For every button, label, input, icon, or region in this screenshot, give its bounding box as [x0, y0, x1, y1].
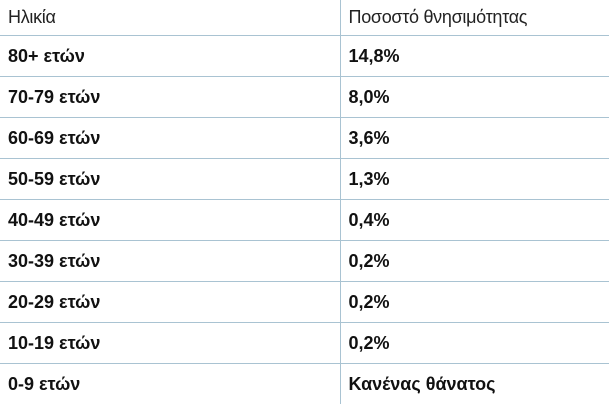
age-cell: 70-79 ετών: [0, 77, 340, 118]
age-cell: 20-29 ετών: [0, 282, 340, 323]
header-cell: Ηλικία: [0, 0, 340, 36]
age-cell: 50-59 ετών: [0, 159, 340, 200]
rate-cell: 0,4%: [340, 200, 609, 241]
rate-cell: Κανένας θάνατος: [340, 364, 609, 404]
rate-cell: 0,2%: [340, 323, 609, 364]
rate-cell: 0,2%: [340, 282, 609, 323]
rate-cell: 14,8%: [340, 36, 609, 77]
age-cell: 10-19 ετών: [0, 323, 340, 364]
rate-cell: 1,3%: [340, 159, 609, 200]
rate-cell: 8,0%: [340, 77, 609, 118]
age-cell: 60-69 ετών: [0, 118, 340, 159]
rate-cell: 3,6%: [340, 118, 609, 159]
age-cell: 40-49 ετών: [0, 200, 340, 241]
age-cell: 0-9 ετών: [0, 364, 340, 404]
age-cell: 80+ ετών: [0, 36, 340, 77]
header-cell: Ποσοστό θνησιμότητας: [340, 0, 609, 36]
rate-cell: 0,2%: [340, 241, 609, 282]
age-cell: 30-39 ετών: [0, 241, 340, 282]
